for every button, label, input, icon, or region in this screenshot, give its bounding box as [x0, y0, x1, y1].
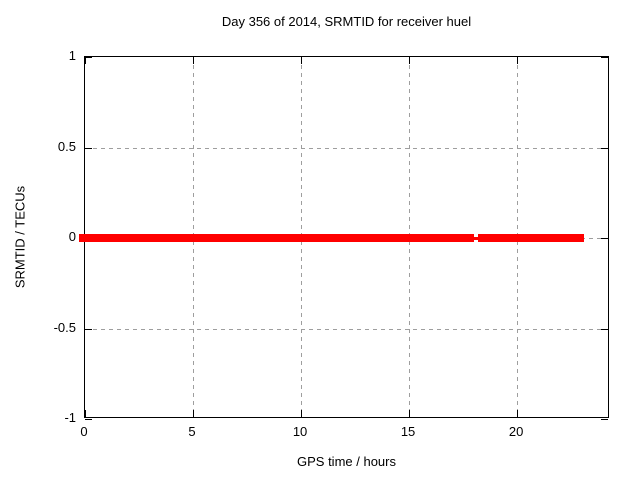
series-segment: [478, 234, 585, 242]
tick-mark: [85, 419, 92, 420]
tick-mark: [517, 57, 518, 64]
tick-mark: [85, 57, 86, 64]
x-tick-label: 0: [80, 424, 88, 439]
chart-title: Day 356 of 2014, SRMTID for receiver hue…: [221, 14, 472, 29]
tick-layer: [85, 57, 608, 420]
tick-mark: [85, 410, 86, 417]
tick-mark: [301, 57, 302, 64]
x-tick-label: 5: [188, 424, 196, 439]
x-axis-label: GPS time / hours: [297, 454, 396, 469]
plot-area: [78, 56, 609, 420]
tick-mark: [601, 419, 608, 420]
tick-mark: [409, 410, 410, 417]
tick-mark: [409, 57, 410, 64]
tick-mark: [517, 410, 518, 417]
y-gridline: [85, 148, 608, 149]
y-gridline: [85, 329, 608, 330]
data-series-layer: [78, 57, 608, 417]
y-tick-label: -1: [64, 410, 76, 425]
y-axis-label: SRMTID / TECUs: [12, 185, 28, 289]
tick-mark: [601, 238, 608, 239]
series-connector: [471, 236, 481, 240]
tick-mark: [85, 148, 92, 149]
y-tick-label: 0.5: [57, 138, 76, 154]
tick-mark: [601, 148, 608, 149]
tick-mark: [601, 57, 608, 58]
x-tick-label: 20: [508, 424, 524, 439]
tick-mark: [85, 57, 92, 58]
series-segment: [78, 234, 474, 242]
tick-mark: [301, 410, 302, 417]
y-tick-label: 0: [68, 229, 76, 244]
tick-mark: [85, 329, 92, 330]
x-tick-label: 10: [292, 424, 308, 439]
x-tick-label: 15: [400, 424, 416, 439]
tick-mark: [193, 57, 194, 64]
y-tick-label: 1: [68, 48, 76, 63]
y-tick-label: -0.5: [53, 319, 76, 335]
tick-mark: [193, 410, 194, 417]
tick-mark: [601, 329, 608, 330]
